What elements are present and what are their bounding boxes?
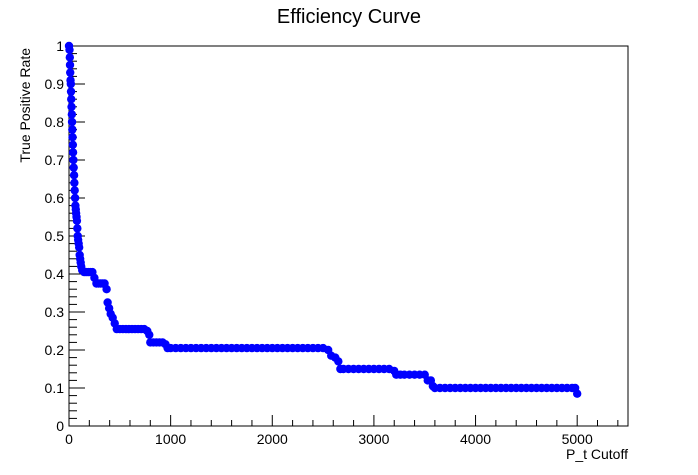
data-point — [74, 243, 84, 252]
data-point — [334, 357, 343, 366]
data-point — [572, 389, 582, 398]
y-tick-label: 0.2 — [45, 342, 65, 358]
x-tick-label: 1000 — [155, 431, 186, 447]
data-point — [70, 178, 79, 187]
y-tick-label: 0.5 — [45, 228, 65, 244]
y-tick-label: 0.8 — [45, 114, 65, 130]
data-point — [66, 68, 75, 77]
x-tick-label: 4000 — [460, 431, 491, 447]
data-point — [67, 102, 76, 112]
data-point — [69, 163, 78, 172]
data-point — [145, 330, 154, 339]
data-point — [66, 87, 76, 96]
y-tick-label: 1 — [56, 38, 64, 54]
data-point — [65, 53, 75, 62]
data-point — [69, 171, 79, 180]
data-point — [67, 95, 76, 104]
y-tick-label: 0.7 — [45, 152, 65, 168]
x-tick-label: 5000 — [562, 431, 593, 447]
y-tick-label: 0.9 — [45, 76, 65, 92]
x-tick-label: 0 — [65, 431, 73, 447]
y-tick-label: 0.4 — [45, 266, 65, 282]
y-axis-label: True Positive Rate — [17, 48, 33, 163]
data-point — [66, 79, 76, 89]
chart-title: Efficiency Curve — [277, 6, 421, 28]
data-points — [64, 41, 582, 398]
data-point — [65, 45, 74, 54]
data-point — [70, 193, 80, 203]
data-point — [68, 125, 77, 134]
y-tick-label: 0.3 — [45, 304, 65, 320]
data-point — [73, 224, 82, 233]
x-axis-label: P_t Cutoff — [566, 446, 628, 462]
data-point — [69, 155, 78, 165]
x-tick-label: 2000 — [257, 431, 288, 447]
data-point — [67, 110, 77, 119]
data-point — [65, 60, 75, 70]
x-tick-label: 3000 — [358, 431, 389, 447]
data-point — [72, 216, 82, 225]
y-tick-label: 0 — [56, 418, 64, 434]
data-point — [68, 148, 78, 157]
axes: 0 1000 2000 3000 4000 5000 0 0.1 0.2 0.3 0.4 0.5 0.6… — [45, 38, 629, 447]
data-point — [68, 140, 78, 149]
data-point — [67, 117, 77, 127]
data-point — [70, 186, 79, 195]
data-point — [102, 285, 111, 294]
y-tick-label: 0.6 — [45, 190, 65, 206]
y-tick-label: 0.1 — [45, 380, 65, 396]
data-point — [68, 133, 77, 142]
